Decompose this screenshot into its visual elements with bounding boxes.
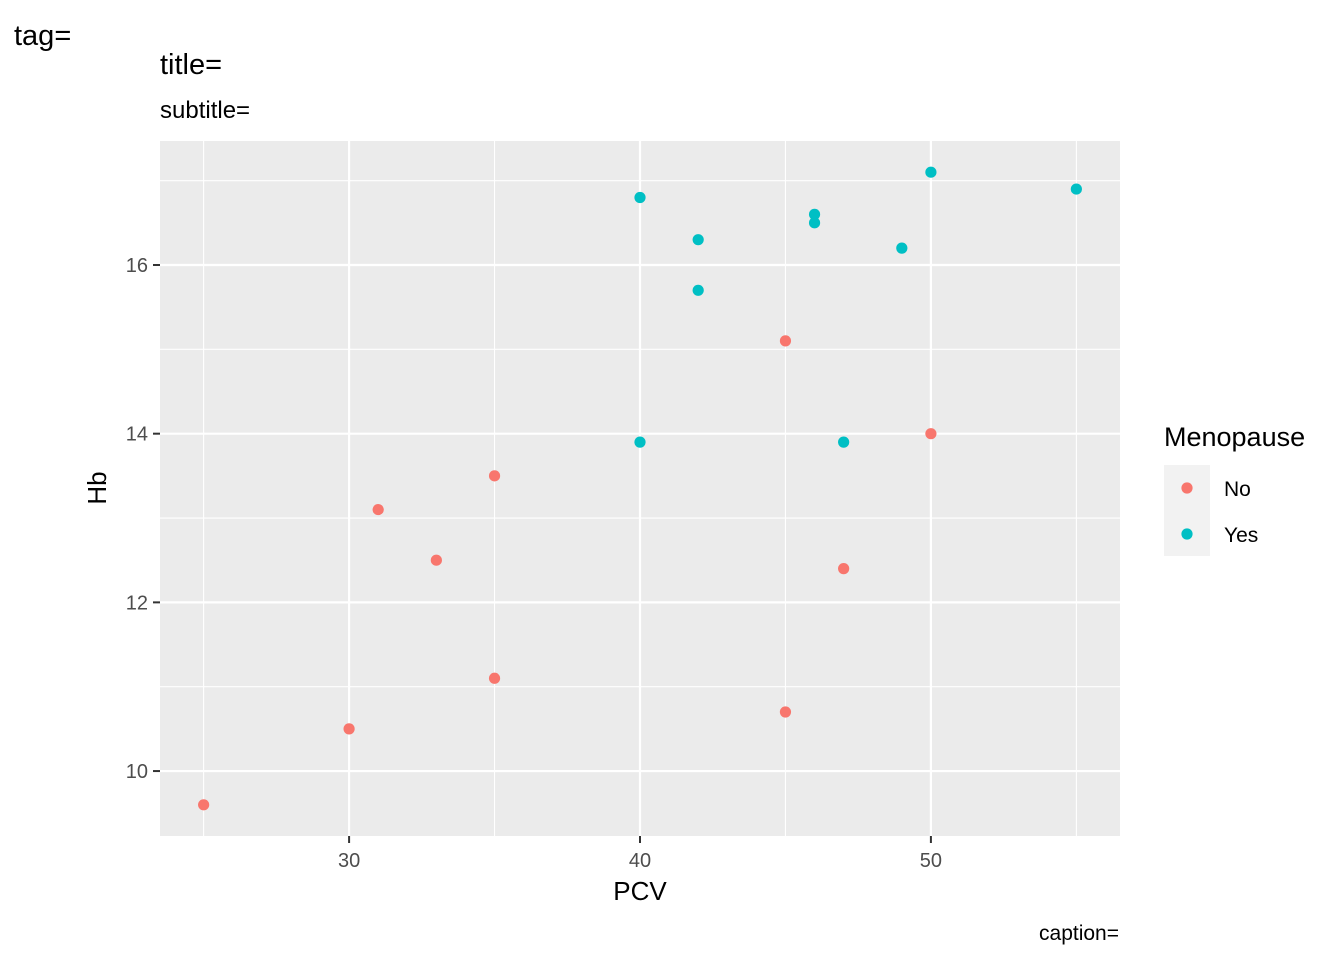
data-point-yes [838,436,850,448]
data-point-yes [634,436,646,448]
plot-subtitle: subtitle= [160,97,250,124]
data-point-yes [896,242,908,254]
legend-label-yes: Yes [1224,524,1258,547]
data-point-yes [808,217,821,229]
axis-ticks: 30 40 50 10 12 14 16 [126,255,942,872]
x-tick-label: 30 [338,850,360,872]
data-point-no [372,503,384,516]
data-point-yes [692,234,704,246]
data-point-no [838,563,850,575]
plot-tag: tag= [14,20,71,52]
x-tick-label: 40 [629,850,651,872]
data-point-yes [808,208,821,220]
data-point-no [779,335,792,347]
data-point-no [343,723,355,735]
legend-key-yes [1181,528,1193,540]
y-tick-label: 16 [126,255,148,277]
data-point-no [779,706,792,718]
x-tick-label: 50 [920,850,942,872]
data-points [198,166,1082,811]
y-axis-title: Hb [82,471,112,504]
legend: Menopause No Yes [1164,422,1305,556]
y-tick-label: 14 [126,424,148,446]
y-tick-label: 10 [126,761,148,783]
data-point-yes [692,284,704,296]
legend-label-no: No [1224,478,1251,501]
data-point-no [488,672,501,684]
plot-caption: caption= [1039,922,1119,945]
data-point-yes [925,166,937,178]
legend-key-background [1164,465,1210,556]
data-point-yes [634,191,646,204]
legend-title: Menopause [1164,422,1305,452]
data-point-no [198,799,210,811]
data-point-yes [1070,183,1082,195]
legend-key-no [1181,482,1193,494]
data-point-no [430,554,442,566]
data-point-no [925,428,937,440]
y-tick-label: 12 [126,592,148,614]
data-point-no [488,470,501,482]
gridlines [160,141,1120,836]
x-axis-title: PCV [613,876,667,906]
plot-title: title= [160,49,222,81]
